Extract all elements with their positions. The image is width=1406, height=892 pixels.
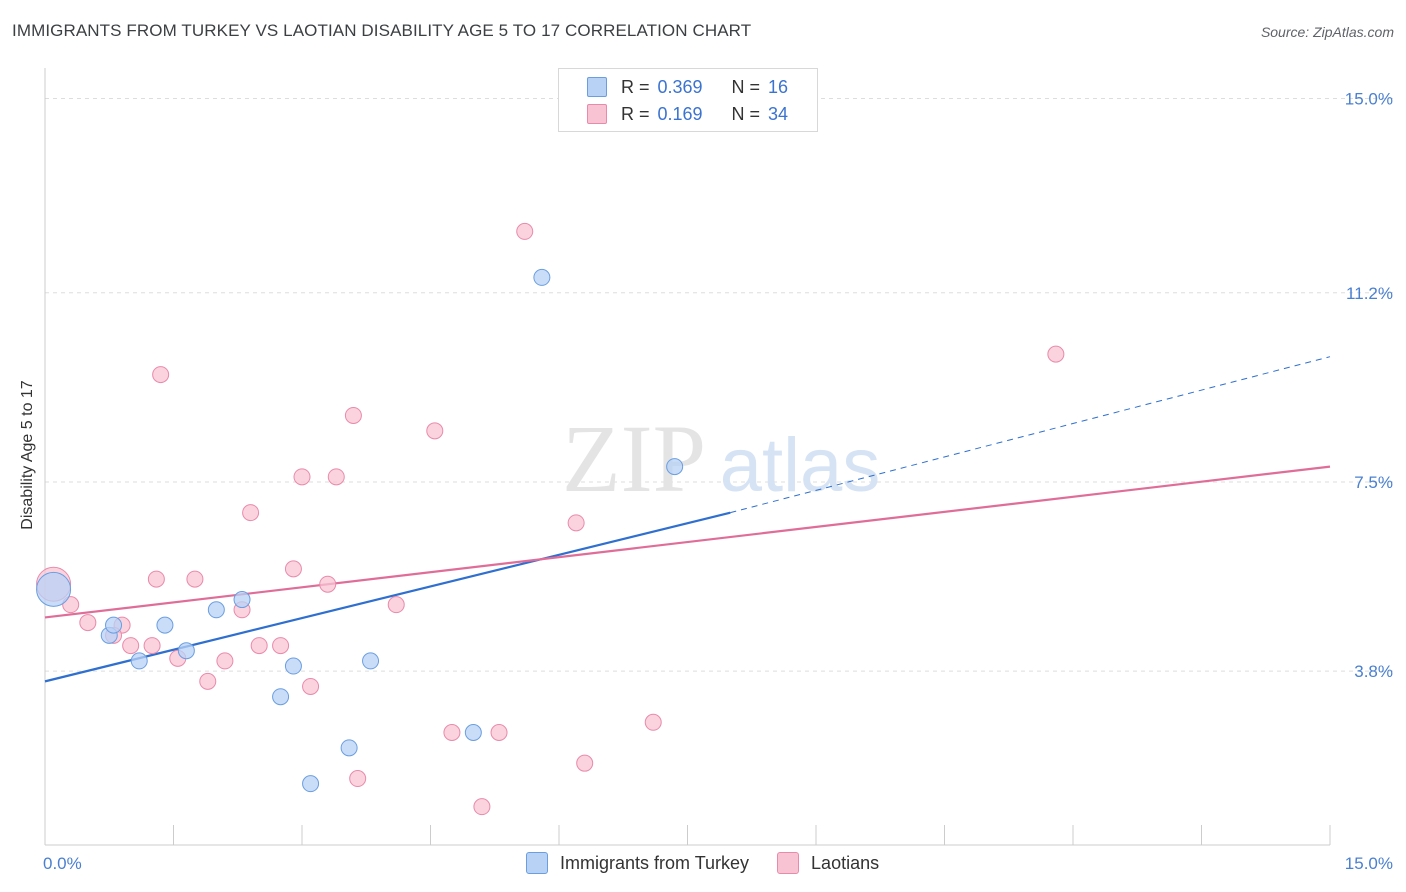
legend-item-turkey: Immigrants from Turkey xyxy=(526,852,749,874)
legend-label-turkey: Immigrants from Turkey xyxy=(560,852,750,873)
watermark-atlas: atlas xyxy=(720,423,881,508)
point-laotians xyxy=(147,570,165,588)
legend-swatch-blue xyxy=(526,852,548,874)
point-laotians xyxy=(186,570,204,588)
point-laotians xyxy=(122,637,140,655)
point-laotians xyxy=(327,468,345,486)
y-tick-label: 15.0% xyxy=(1345,89,1393,108)
axes xyxy=(44,68,1331,846)
point-laotians xyxy=(242,504,260,522)
point-turkey xyxy=(362,652,380,670)
watermark: ZIP atlas xyxy=(562,405,880,512)
point-laotians xyxy=(426,422,444,440)
grid-lines xyxy=(45,97,1395,672)
legend-label-laotians: Laotians xyxy=(811,852,880,873)
point-laotians xyxy=(284,560,302,578)
source-credit: Source: ZipAtlas.com xyxy=(1260,24,1394,40)
point-turkey xyxy=(272,688,290,706)
x-tick-label: 0.0% xyxy=(43,854,82,873)
legend-r-label: R = xyxy=(621,76,650,97)
point-turkey xyxy=(464,724,482,742)
x-tick-label: 15.0% xyxy=(1345,854,1393,873)
legend-r-value: 0.169 xyxy=(657,103,703,124)
point-turkey xyxy=(233,591,251,609)
point-laotians xyxy=(473,798,491,816)
point-laotians xyxy=(1047,345,1065,363)
point-laotians xyxy=(250,637,268,655)
correlation-legend: R = 0.369 N = 16 R = 0.169 N = 34 xyxy=(558,68,818,132)
point-laotians xyxy=(349,770,367,788)
legend-swatch-blue xyxy=(587,77,607,97)
point-turkey xyxy=(302,775,320,793)
legend-row-turkey: R = 0.369 N = 16 xyxy=(587,75,789,99)
legend-r-label: R = xyxy=(621,103,650,124)
point-turkey xyxy=(207,601,225,619)
legend-r-value: 0.369 xyxy=(657,76,703,97)
point-laotians xyxy=(199,672,217,690)
trend-line-turkey-extension xyxy=(730,356,1331,514)
point-turkey xyxy=(156,616,174,634)
point-laotians xyxy=(293,468,311,486)
watermark-zip: ZIP xyxy=(562,405,706,512)
y-tick-label: 3.8% xyxy=(1354,662,1393,681)
point-laotians xyxy=(516,222,534,240)
legend-swatch-pink xyxy=(587,104,607,124)
legend-n-label: N = xyxy=(731,103,761,124)
point-laotians xyxy=(567,514,585,532)
legend-swatch-pink xyxy=(777,852,800,874)
tick-labels: 3.8% 7.5% 11.2% 15.0% 0.0% 15.0% xyxy=(43,89,1393,873)
point-turkey xyxy=(666,458,684,476)
point-laotians xyxy=(152,366,170,384)
point-laotians xyxy=(644,713,662,731)
point-laotians xyxy=(443,724,461,742)
point-laotians xyxy=(79,614,97,632)
y-tick-label: 11.2% xyxy=(1346,284,1393,303)
legend-n-label: N = xyxy=(731,76,761,97)
point-turkey xyxy=(36,571,72,607)
point-turkey xyxy=(177,642,195,660)
series-legend: Immigrants from Turkey Laotians xyxy=(526,852,907,874)
point-turkey xyxy=(284,657,302,675)
point-laotians xyxy=(490,724,508,742)
point-laotians xyxy=(344,406,362,424)
legend-n-value: 34 xyxy=(768,103,789,124)
trend-line-laotians xyxy=(44,465,1331,619)
point-turkey xyxy=(105,616,123,634)
legend-row-laotians: R = 0.169 N = 34 xyxy=(587,102,789,126)
chart-title: IMMIGRANTS FROM TURKEY VS LAOTIAN DISABI… xyxy=(12,21,752,40)
point-laotians xyxy=(319,575,337,593)
legend-n-value: 16 xyxy=(768,76,789,97)
trend-lines xyxy=(44,356,1331,683)
trend-line-turkey xyxy=(44,511,731,683)
point-laotians xyxy=(302,677,320,695)
data-points xyxy=(36,222,1065,816)
point-laotians xyxy=(576,754,594,772)
point-laotians xyxy=(216,652,234,670)
point-turkey xyxy=(340,739,358,757)
point-laotians xyxy=(387,596,405,614)
point-turkey xyxy=(130,652,148,670)
point-turkey xyxy=(533,268,551,286)
point-laotians xyxy=(272,637,290,655)
legend-item-laotians: Laotians xyxy=(777,852,879,874)
point-laotians xyxy=(143,637,161,655)
y-tick-label: 7.5% xyxy=(1354,473,1393,492)
